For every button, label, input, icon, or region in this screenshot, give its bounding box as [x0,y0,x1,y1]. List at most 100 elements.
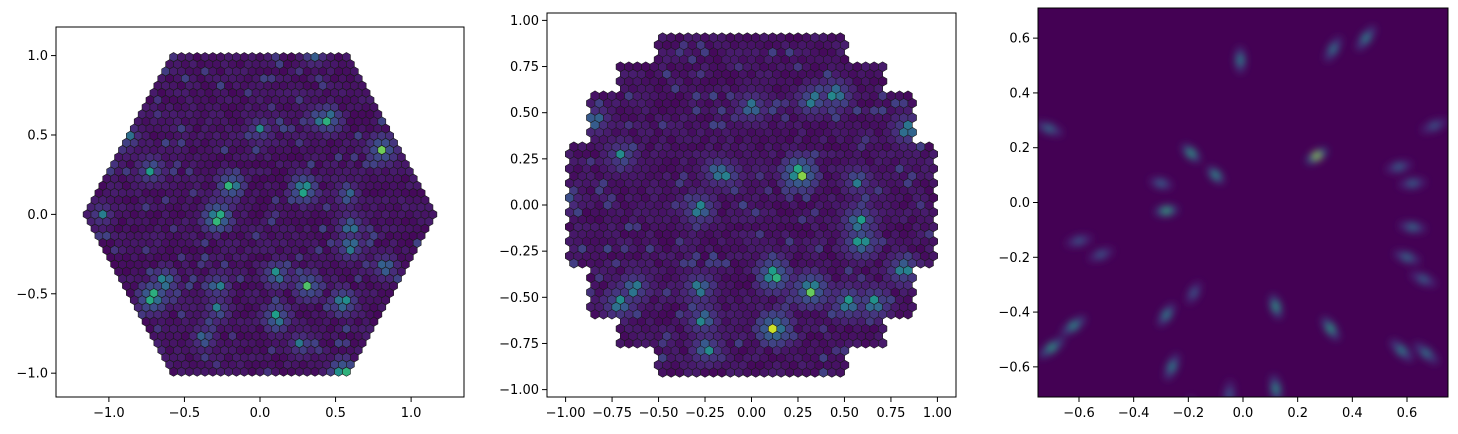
x-tick-label: 0.4 [1342,406,1363,421]
hex-cell [279,52,288,63]
hex-cell [776,32,786,44]
y-tick-label: 0.00 [510,199,539,214]
y-tick-label: 0.4 [1009,86,1030,101]
heatmap-blob [1167,362,1176,371]
y-tick-label: 1.0 [27,49,48,64]
heatmap-blob [1329,45,1338,54]
axes: −1.0 −0.5 0.0 0.5 1.0 −1.0 −0.5 0.0 0.5 1.0 [16,49,421,421]
y-tick-label: −1.00 [499,383,539,398]
y-tick-label: −0.50 [499,291,539,306]
hex-cell [216,52,226,63]
heatmap-blob [1157,179,1165,188]
y-tick-label: −0.75 [499,337,539,352]
x-tick-label: 0.25 [784,406,813,421]
x-tick-label: 0.0 [1233,406,1254,421]
hex-cell [691,32,702,44]
x-tick-label: 0.6 [1397,406,1418,421]
heatmap-blob [1211,171,1220,180]
hex-cell [294,52,304,63]
x-tick-label: 0.2 [1287,406,1308,421]
heatmap-blob [1162,206,1171,215]
y-tick-label: −0.6 [998,360,1030,375]
x-tick-label: −0.75 [592,406,632,421]
heatmap-blob [1189,288,1198,297]
hex-cell [658,32,668,44]
y-tick-label: 0.0 [1009,196,1030,211]
hex-cell [768,32,778,44]
hex-cell [784,32,795,44]
heatmap-blob [1403,253,1411,262]
hex-cell [886,90,896,102]
hex-cell [924,141,934,153]
hex-cell [852,61,862,73]
hex-cell [632,61,642,73]
y-tick-label: 0.50 [510,106,539,121]
hex-cell [683,32,693,44]
heatmap-blob [1271,384,1280,393]
heatmap-blob [1187,149,1196,158]
hex-cell [208,52,218,63]
hex-cell [666,32,676,44]
axes: −1.00 −0.75 −0.50 −0.25 0.00 0.25 0.50 0.75 1.00… [499,14,952,421]
x-tick-label: 1.00 [923,406,952,421]
hexbin-chart-octagon: −1.00 −0.75 −0.50 −0.25 0.00 0.25 0.50 0.75 1.00… [499,12,957,421]
heatmap-blob [1397,346,1406,355]
hex-cell [894,90,905,102]
hex-cell [641,61,651,73]
x-tick-label: −0.6 [1063,406,1095,421]
heatmap-blob [1225,390,1234,397]
hex-cell [177,52,186,63]
y-tick-label: 0.0 [27,208,48,223]
hex-cell [916,141,926,153]
heatmap-blob [1044,124,1053,133]
hex-cell [590,90,600,102]
hex-cell [869,61,879,73]
y-tick-label: 1.00 [510,14,539,29]
hex-cell [700,32,710,44]
hex-cell [342,52,351,63]
y-tick-label: −0.4 [998,306,1030,321]
hex-cell [302,52,312,63]
y-tick-label: 0.2 [1009,141,1030,156]
y-tick-label: −0.25 [499,245,539,260]
heatmap-blob [1419,275,1428,284]
hex-cell [255,52,265,63]
heatmap-blob [1096,250,1105,259]
heatmap-blob [1075,236,1083,245]
y-tick-label: −0.2 [998,251,1030,266]
hex-cell [751,32,761,44]
hex-cell [708,32,719,44]
x-tick-label: 0.00 [737,406,766,421]
hex-cell [192,52,202,63]
x-tick-label: 0.0 [250,406,271,421]
hex-cell [224,52,233,63]
hex-cell [793,32,803,44]
hex-cell [827,32,837,44]
hex-cell [239,52,249,63]
x-tick-label: −0.50 [639,406,679,421]
x-tick-label: −0.4 [1118,406,1150,421]
hex-cell [287,52,296,63]
heatmap-blob [1069,321,1078,330]
y-tick-label: 0.5 [27,128,48,143]
hex-cell [232,52,241,63]
x-tick-label: −0.5 [169,406,201,421]
hex-cell [326,52,336,63]
axes: −0.6 −0.4 −0.2 0.0 0.2 0.4 0.6 −0.6 −0.4 −0.2 0.0 0… [998,32,1417,421]
x-tick-label: −0.2 [1173,406,1205,421]
y-tick-label: 0.6 [1009,32,1030,47]
hex-cell [184,52,194,63]
hexbin-cells [565,32,938,378]
hex-cell [759,32,769,44]
heatmap-blob [1408,223,1417,232]
hexbin-chart-hexagon: −1.0 −0.5 0.0 0.5 1.0 −1.0 −0.5 0.0 0.5 1.0 [16,26,465,421]
y-tick-label: 0.25 [510,152,539,167]
heatmap-blob [1430,121,1439,130]
hex-cell [577,141,587,153]
heatmap-blob [1312,151,1321,160]
heatmap-blob [1362,34,1370,43]
heatmap-blob [1162,310,1171,319]
hex-cell [624,61,634,73]
hex-cell [598,90,609,102]
hex-cell [615,61,625,73]
